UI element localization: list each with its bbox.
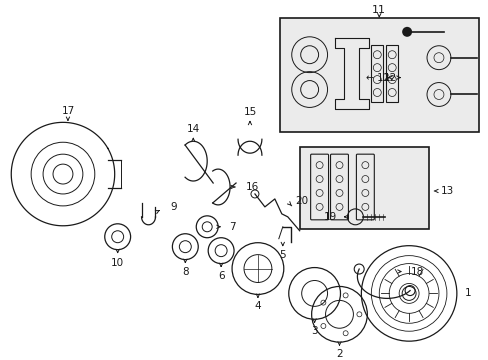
Text: 9: 9 <box>170 202 177 212</box>
Text: 18: 18 <box>410 266 424 276</box>
Text: 15: 15 <box>243 107 256 117</box>
Text: 17: 17 <box>61 107 74 116</box>
Text: 8: 8 <box>182 266 188 276</box>
Text: 2: 2 <box>335 349 342 359</box>
Text: 14: 14 <box>186 124 200 134</box>
Bar <box>370 45 383 103</box>
Text: 16: 16 <box>245 182 259 192</box>
Text: 5: 5 <box>279 249 285 260</box>
Bar <box>386 45 397 103</box>
Text: 6: 6 <box>217 270 224 280</box>
Bar <box>299 147 428 229</box>
Bar <box>279 18 478 132</box>
Text: 1: 1 <box>464 288 470 298</box>
Text: 19: 19 <box>324 212 337 222</box>
Text: 3: 3 <box>311 326 317 336</box>
Text: 7: 7 <box>228 222 235 232</box>
Text: 11: 11 <box>371 5 386 15</box>
Text: 10: 10 <box>111 258 124 267</box>
Text: 12: 12 <box>383 73 396 82</box>
Text: ← 12: ← 12 <box>365 73 388 82</box>
Text: 4: 4 <box>254 301 261 311</box>
Circle shape <box>401 27 411 37</box>
Text: 20: 20 <box>295 196 308 206</box>
Text: 13: 13 <box>440 186 453 196</box>
